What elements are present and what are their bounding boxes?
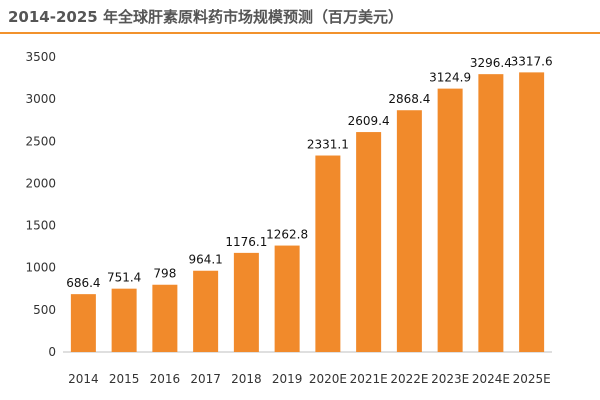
data-label: 751.4 (107, 271, 141, 285)
x-tick-label: 2019 (272, 372, 303, 386)
data-label: 798 (153, 267, 176, 281)
bar (478, 74, 504, 352)
x-tick-label: 2015 (109, 372, 140, 386)
data-label: 3124.9 (429, 71, 471, 85)
bar (356, 132, 382, 352)
title-underline (0, 32, 600, 34)
bar (315, 155, 341, 352)
x-tick-label: 2020E (309, 372, 347, 386)
y-tick-label: 0 (48, 345, 56, 359)
chart-title: 2014-2025 年全球肝素原料药市场规模预测（百万美元） (8, 8, 403, 26)
y-tick-label: 500 (33, 303, 56, 317)
x-tick-label: 2025E (513, 372, 551, 386)
x-tick-label: 2021E (350, 372, 388, 386)
bar (396, 110, 422, 352)
data-label: 964.1 (188, 253, 222, 267)
bar (152, 284, 178, 352)
data-label: 686.4 (66, 276, 100, 290)
x-tick-label: 2016 (150, 372, 181, 386)
y-tick-label: 1500 (25, 219, 56, 233)
bar (111, 288, 137, 352)
y-tick-label: 3000 (25, 92, 56, 106)
data-label: 2331.1 (307, 138, 349, 152)
bar (193, 270, 219, 352)
bar (437, 88, 463, 352)
bar (519, 72, 545, 352)
data-label: 3296.4 (470, 56, 512, 70)
data-label: 1262.8 (266, 228, 308, 242)
data-label: 2609.4 (348, 114, 390, 128)
y-tick-label: 3500 (25, 50, 56, 64)
y-tick-label: 2000 (25, 176, 56, 190)
data-label: 3317.6 (511, 54, 553, 68)
y-tick-label: 1000 (25, 261, 56, 275)
x-tick-label: 2023E (431, 372, 469, 386)
bar (274, 245, 300, 352)
data-label: 2868.4 (388, 92, 430, 106)
bar (70, 294, 96, 352)
x-tick-label: 2017 (190, 372, 221, 386)
y-tick-label: 2500 (25, 134, 56, 148)
x-tick-label: 2014 (68, 372, 99, 386)
x-tick-label: 2024E (472, 372, 510, 386)
x-tick-label: 2018 (231, 372, 262, 386)
bar (233, 252, 259, 352)
data-label: 1176.1 (225, 235, 267, 249)
x-tick-label: 2022E (390, 372, 428, 386)
